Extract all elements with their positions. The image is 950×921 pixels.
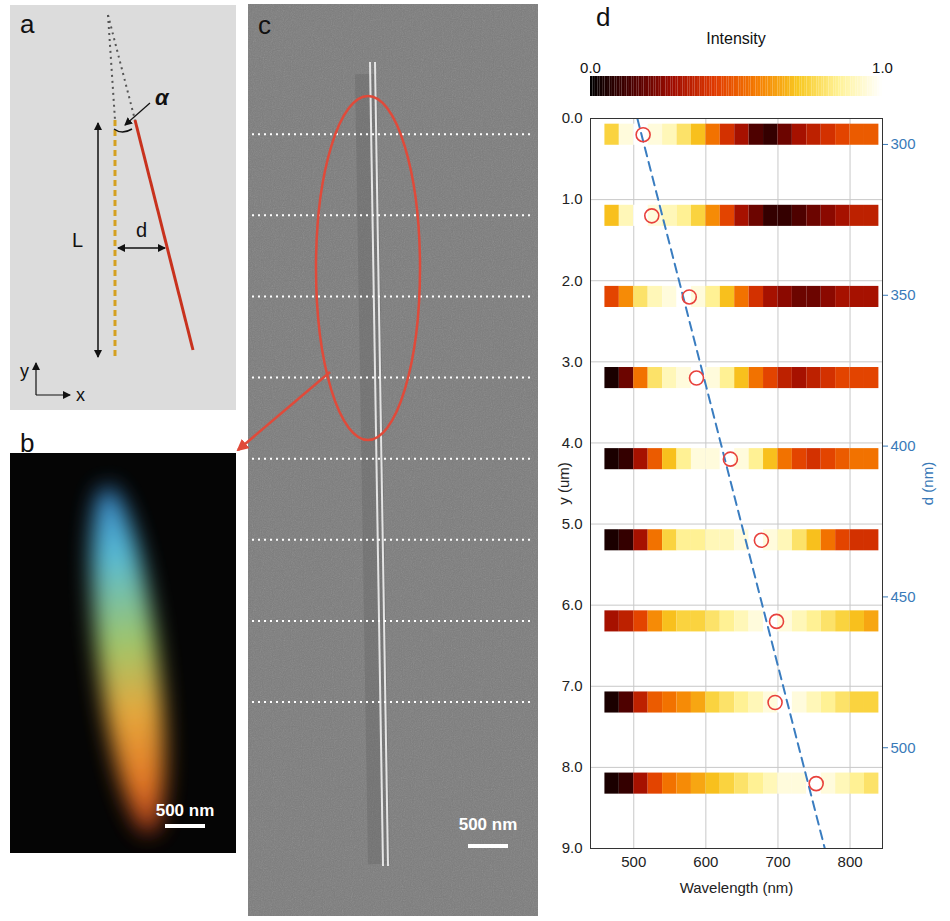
- html-text:d: d: [596, 2, 611, 32]
- svg-text:600: 600: [693, 853, 718, 870]
- svg-text:500: 500: [891, 739, 916, 756]
- svg-text:1.0: 1.0: [872, 59, 893, 76]
- svg-text:5.0: 5.0: [562, 515, 583, 532]
- svg-text:400: 400: [891, 437, 916, 454]
- svg-text:b: b: [20, 428, 35, 458]
- svg-text:0.0: 0.0: [562, 109, 583, 126]
- svg-text:y (um): y (um): [555, 462, 572, 505]
- svg-text:L: L: [72, 229, 83, 251]
- svg-text:300: 300: [891, 135, 916, 152]
- svg-text:350: 350: [891, 286, 916, 303]
- html-text:Intensity: Intensity: [706, 30, 766, 47]
- svg-text:700: 700: [765, 853, 790, 870]
- svg-text:6.0: 6.0: [562, 596, 583, 613]
- svg-text:a: a: [20, 9, 35, 39]
- svg-text:y: y: [20, 361, 29, 381]
- svg-text:7.0: 7.0: [562, 677, 583, 694]
- svg-text:3.0: 3.0: [562, 353, 583, 370]
- svg-text:α: α: [155, 85, 170, 110]
- svg-text:Wavelength (nm): Wavelength (nm): [680, 879, 794, 896]
- svg-text:500 nm: 500 nm: [459, 815, 518, 834]
- svg-text:d: d: [136, 219, 147, 241]
- svg-text:0.0: 0.0: [580, 59, 601, 76]
- svg-text:800: 800: [838, 853, 863, 870]
- svg-text:d (nm): d (nm): [919, 462, 936, 505]
- svg-text:4.0: 4.0: [562, 434, 583, 451]
- svg-text:x: x: [76, 385, 85, 405]
- svg-text:500 nm: 500 nm: [156, 801, 215, 820]
- svg-text:8.0: 8.0: [562, 758, 583, 775]
- svg-text:9.0: 9.0: [562, 839, 583, 856]
- svg-text:1.0: 1.0: [562, 190, 583, 207]
- svg-text:c: c: [258, 10, 271, 40]
- svg-text:450: 450: [891, 588, 916, 605]
- svg-text:500: 500: [621, 853, 646, 870]
- svg-text:2.0: 2.0: [562, 272, 583, 289]
